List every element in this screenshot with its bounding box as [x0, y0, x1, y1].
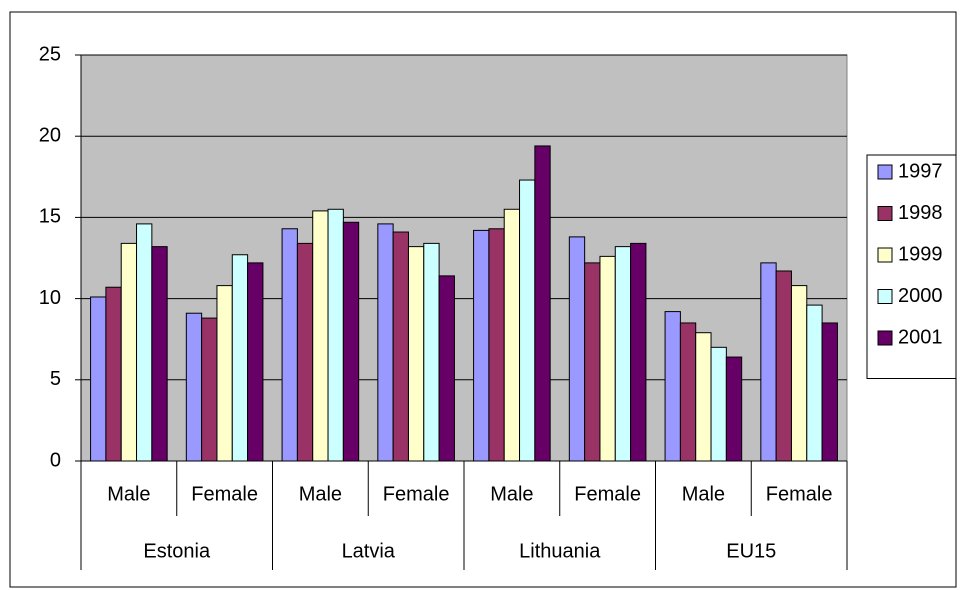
bar — [710, 346, 727, 462]
x-tick-label: Male — [682, 483, 725, 505]
y-tick-label: 0 — [50, 449, 61, 471]
bar — [725, 356, 743, 462]
y-tick-label: 10 — [39, 287, 61, 309]
bar — [775, 270, 792, 462]
x-tick-label: Female — [766, 483, 833, 505]
bar — [821, 322, 838, 462]
legend-label: 2001 — [898, 326, 943, 348]
bar — [90, 296, 107, 462]
x-tick-label: Male — [299, 483, 342, 505]
bar — [377, 223, 394, 462]
bar — [136, 223, 153, 462]
y-tick-label: 20 — [39, 124, 61, 146]
bar — [392, 231, 409, 462]
x-tick-label: Female — [574, 483, 641, 505]
bar — [519, 179, 536, 462]
bar — [614, 246, 632, 462]
bar — [407, 246, 425, 462]
bar — [423, 242, 440, 462]
bar — [216, 285, 233, 462]
bar — [327, 208, 344, 462]
bar — [630, 242, 647, 462]
legend-swatch — [877, 289, 893, 304]
legend-swatch — [877, 330, 893, 346]
bar — [760, 262, 777, 462]
bar — [790, 285, 808, 462]
x-tick-label: Male — [107, 483, 150, 505]
x-tick-label: Male — [490, 483, 533, 505]
bar — [296, 242, 314, 462]
legend-swatch — [877, 247, 893, 263]
bar — [599, 255, 616, 462]
bar — [312, 210, 329, 462]
bar — [568, 236, 586, 462]
x-tick-label: Female — [383, 483, 450, 505]
bar — [438, 275, 455, 462]
y-tick-label: 25 — [39, 43, 61, 65]
group-label: Latvia — [342, 540, 396, 562]
bar — [247, 262, 264, 462]
bar — [534, 145, 551, 462]
group-label: EU15 — [726, 540, 776, 562]
legend-swatch — [877, 206, 893, 221]
bar — [120, 242, 138, 462]
bar — [488, 228, 505, 462]
legend-label: 2000 — [898, 285, 943, 307]
group-label: Estonia — [143, 540, 211, 562]
bar — [679, 322, 697, 462]
bar — [151, 246, 168, 462]
bar — [201, 317, 218, 462]
bar — [584, 262, 601, 462]
x-tick-label: Female — [191, 483, 258, 505]
bar — [185, 312, 203, 462]
bar — [231, 254, 249, 462]
bar — [664, 311, 681, 462]
bar — [806, 304, 823, 462]
legend-label: 1998 — [898, 202, 943, 224]
legend-label: 1997 — [898, 160, 943, 182]
bar — [281, 228, 298, 462]
legend-label: 1999 — [898, 243, 943, 265]
y-tick-label: 15 — [39, 206, 61, 228]
bar — [695, 332, 712, 462]
bar — [473, 229, 490, 462]
bar — [503, 208, 521, 462]
y-tick-label: 5 — [50, 368, 61, 390]
legend-swatch — [877, 164, 893, 180]
group-label: Lithuania — [519, 540, 601, 562]
bar — [342, 221, 360, 462]
bar — [105, 286, 122, 462]
